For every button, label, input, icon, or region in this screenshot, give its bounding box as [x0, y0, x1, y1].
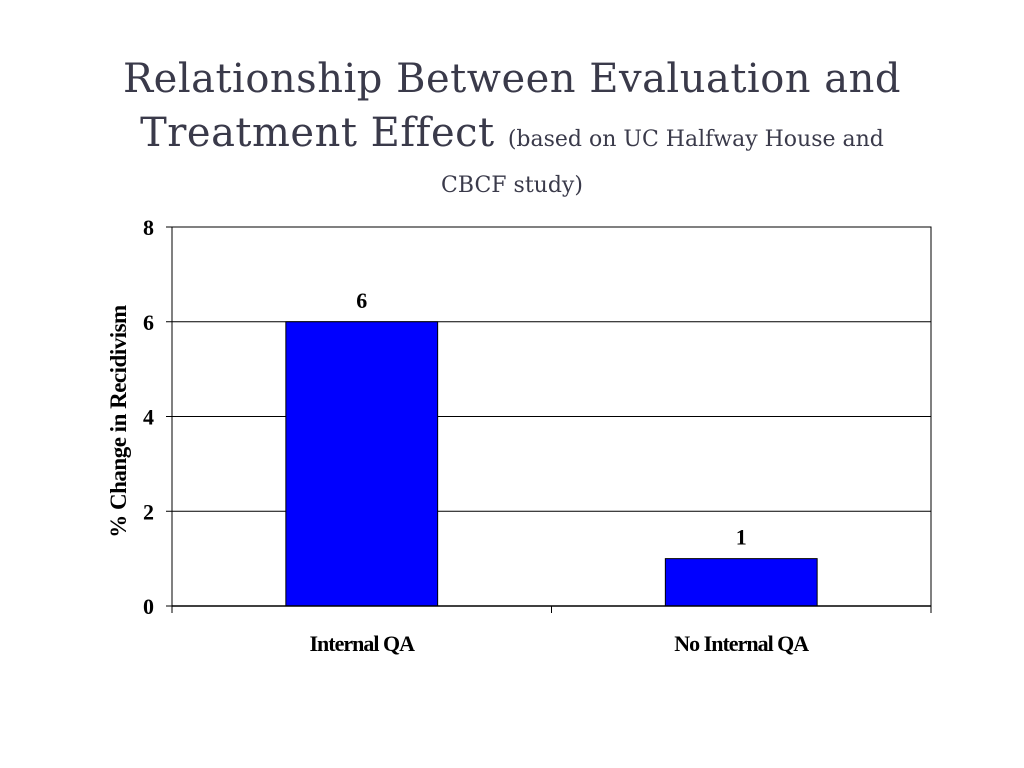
chart-labels: 0 2 4 6 8 6 Internal QA 1 No Internal QA % Change…	[106, 215, 810, 656]
x-category-label: No Internal QA	[674, 631, 809, 656]
subtitle-text-2: CBCF study)	[441, 173, 583, 198]
y-tick-label: 6	[143, 310, 154, 335]
title-line-2: Treatment Effect (based on UC Halfway Ho…	[40, 106, 984, 167]
x-category-label: Internal QA	[310, 631, 416, 656]
slide-title: Relationship Between Evaluation and Trea…	[40, 52, 984, 201]
y-tick-label: 2	[143, 499, 154, 524]
bar	[285, 321, 439, 607]
bars	[285, 321, 818, 607]
title-main-text: Treatment Effect	[140, 110, 495, 156]
y-tick-label: 8	[143, 215, 154, 240]
subtitle-text-1: (based on UC Halfway House and	[507, 127, 884, 152]
y-tick-label: 4	[143, 405, 154, 430]
title-line-1: Relationship Between Evaluation and	[123, 56, 901, 102]
y-axis-title: % Change in Recidivism	[106, 305, 131, 538]
y-tick-label: 0	[143, 594, 154, 619]
axes	[166, 226, 932, 613]
data-label: 1	[736, 525, 747, 550]
bar	[664, 558, 818, 607]
data-label: 6	[356, 288, 367, 313]
